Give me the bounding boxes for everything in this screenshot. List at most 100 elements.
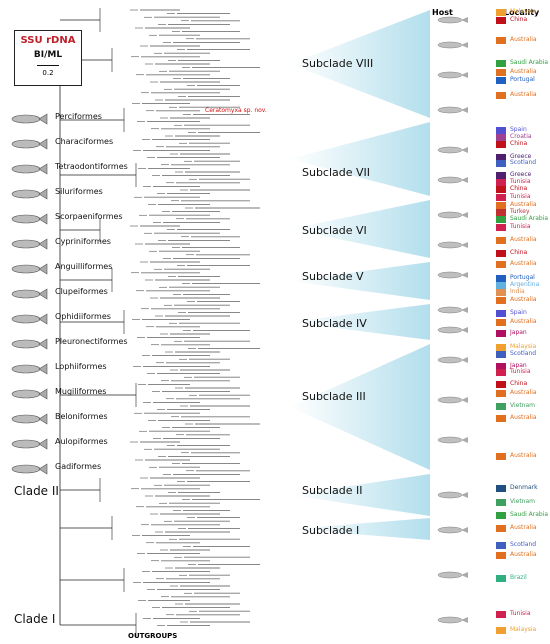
host-order-label: Gadiformes	[55, 462, 102, 471]
locality-color-bar	[496, 403, 506, 410]
host-fish-tail	[461, 572, 468, 578]
locality-color-bar	[496, 202, 506, 209]
host-fish-icon	[437, 306, 463, 314]
locality-label: Saudi Arabia	[510, 59, 549, 66]
highlight-taxon: Ceratomyxa sp. nov.	[205, 107, 267, 114]
host-order-label: Aulopiformes	[55, 437, 108, 446]
locality-color-bar	[496, 330, 506, 337]
host-fish-tail	[461, 272, 468, 278]
order-fish-icon	[8, 460, 48, 475]
locality-label: Argentina	[510, 281, 540, 288]
subclade-wedge	[290, 122, 430, 196]
host-fish-icon	[437, 326, 463, 334]
host-fish-icon	[437, 71, 463, 79]
host-header: Host	[432, 8, 453, 17]
locality-color-bar	[496, 363, 506, 370]
clade-label: Clade I	[14, 612, 56, 626]
host-order-label: Cypriniformes	[55, 237, 111, 246]
locality-color-bar	[496, 453, 506, 460]
locality-color-bar	[496, 179, 506, 186]
subclade-label: Subclade VII	[302, 166, 371, 179]
host-order-label: Scorpaeniformes	[55, 212, 123, 221]
locality-color-bar	[496, 160, 506, 167]
locality-label: Malaysia	[510, 626, 537, 633]
host-fish-tail	[461, 72, 468, 78]
locality-label: Australia	[510, 551, 537, 558]
locality-color-bar	[496, 627, 506, 634]
subclade-label: Subclade IV	[302, 317, 367, 330]
locality-label: Malaysia	[510, 8, 537, 15]
locality-color-bar	[496, 499, 506, 506]
legend-title: SSU rDNA	[20, 35, 76, 46]
host-fish-icon	[437, 571, 463, 579]
locality-color-bar	[496, 512, 506, 519]
outgroups-label: OUTGROUPS	[128, 632, 178, 640]
locality-color-bar	[496, 344, 506, 351]
order-fish-icon	[8, 110, 48, 125]
locality-label: Greece	[510, 171, 532, 178]
locality-color-bar	[496, 134, 506, 141]
subclade-label: Subclade VIII	[302, 57, 374, 70]
locality-color-bar	[496, 92, 506, 99]
order-fish-icon	[8, 310, 48, 325]
locality-label: Greece	[510, 153, 532, 160]
host-order-label: Beloniformes	[55, 412, 108, 421]
host-fish-icon	[437, 436, 463, 444]
locality-color-bar	[496, 390, 506, 397]
order-fish-icon	[8, 410, 48, 425]
host-fish-tail	[461, 242, 468, 248]
legend-box: SSU rDNA BI/ML 0.2	[14, 30, 82, 86]
locality-color-bar	[496, 141, 506, 148]
locality-label: Saudi Arabia	[510, 511, 549, 518]
subclade-wedge	[290, 304, 430, 340]
locality-label: Turkey	[510, 208, 530, 215]
locality-color-bar	[496, 37, 506, 44]
order-fish-icon	[8, 235, 48, 250]
locality-label: Australia	[510, 524, 537, 531]
locality-label: Spain	[510, 309, 527, 316]
locality-color-bar	[496, 17, 506, 24]
host-order-label: Tetraodontiformes	[55, 162, 128, 171]
host-fish-icon	[437, 271, 463, 279]
host-fish-icon	[437, 211, 463, 219]
scale-bar	[37, 65, 59, 66]
locality-label: Tunisia	[510, 610, 531, 617]
locality-color-bar	[496, 575, 506, 582]
host-fish-tail	[461, 437, 468, 443]
locality-label: Australia	[510, 452, 537, 459]
host-order-label: Pleuronectiformes	[55, 337, 128, 346]
locality-label: Australia	[510, 296, 537, 303]
order-fish-icon	[8, 160, 48, 175]
host-order-label: Characiformes	[55, 137, 114, 146]
locality-color-bar	[496, 381, 506, 388]
locality-color-bar	[496, 69, 506, 76]
host-fish-icon	[437, 526, 463, 534]
locality-label: Australia	[510, 36, 537, 43]
locality-label: Tunisia	[510, 193, 531, 200]
locality-color-bar	[496, 186, 506, 193]
locality-color-bar	[496, 250, 506, 257]
locality-label: Australia	[510, 91, 537, 98]
subclade-label: Subclade V	[302, 270, 364, 283]
host-fish-icon	[437, 491, 463, 499]
host-fish-icon	[437, 146, 463, 154]
locality-color-bar	[496, 552, 506, 559]
locality-color-bar	[496, 542, 506, 549]
order-fish-icon	[8, 135, 48, 150]
clade-label: Clade II	[14, 484, 59, 498]
host-fish-tail	[461, 357, 468, 363]
locality-color-bar	[496, 525, 506, 532]
legend-method: BI/ML	[33, 50, 63, 60]
order-fish-icon	[8, 335, 48, 350]
host-fish-icon	[437, 16, 463, 24]
order-fish-icon	[8, 210, 48, 225]
host-fish-icon	[437, 241, 463, 249]
locality-color-bar	[496, 351, 506, 358]
locality-color-bar	[496, 60, 506, 67]
locality-label: Japan	[510, 329, 527, 336]
locality-color-bar	[496, 224, 506, 231]
locality-label: Tunisia	[510, 368, 531, 375]
locality-label: Brazil	[510, 574, 527, 581]
